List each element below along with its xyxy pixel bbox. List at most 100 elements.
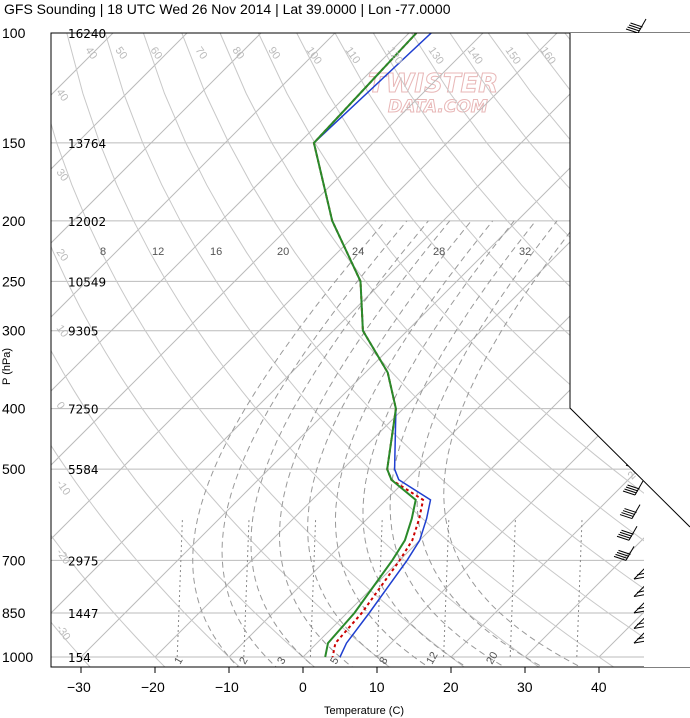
isotherm-line	[228, 195, 690, 658]
pressure-label: 300	[2, 323, 26, 339]
dry-adiabat-label: 100	[304, 45, 324, 67]
mixing-ratio-label: 20	[484, 650, 501, 667]
wind-barb	[613, 546, 635, 561]
dry-adiabat-line	[51, 534, 166, 667]
isotherm-line	[524, 491, 690, 658]
pressure-label: 500	[2, 461, 26, 477]
plot-frame	[50, 32, 690, 668]
mixing-ratio-label: 32	[519, 246, 531, 258]
dry-adiabat-line	[334, 33, 690, 437]
wind-barb-flag	[624, 488, 637, 494]
dry-adiabat-line	[51, 245, 391, 667]
mixing-ratio-line	[309, 518, 317, 658]
dry-adiabat-label: 90	[266, 45, 283, 62]
mixing-ratio-line	[176, 518, 183, 658]
mixing-ratio-label: 8	[100, 246, 106, 258]
dry-adiabat-label: 160	[538, 45, 558, 67]
isotherm-line	[450, 417, 690, 658]
height-label: 9305	[68, 325, 99, 339]
dry-adiabat-line	[51, 121, 465, 667]
watermark-logo: TWISTER DATA.COM	[368, 69, 499, 118]
moist-adiabat-line	[221, 220, 408, 667]
x-tick-label: 0	[299, 679, 307, 695]
mixing-ratio-label: 3	[275, 655, 288, 666]
dry-adiabat-label: 130	[426, 45, 446, 67]
mixing-ratio-label: 12	[424, 650, 441, 667]
height-label: 154	[68, 651, 91, 665]
moist-adiabat-line	[416, 220, 558, 667]
isotherm-line	[51, 33, 262, 244]
hodograph-mask	[570, 33, 690, 667]
moist-adiabat-line	[278, 220, 451, 667]
dry-adiabat-line	[51, 349, 316, 667]
wind-barb-flag	[630, 22, 643, 28]
mixing-ratio-label: 20	[277, 246, 289, 258]
moist-adiabat-line	[192, 220, 386, 667]
wind-barb	[616, 526, 638, 541]
wind-barb-flag	[619, 531, 633, 537]
wind-barb-flag	[618, 549, 631, 555]
chart-title: GFS Sounding | 18 UTC Wed 26 Nov 2014 | …	[4, 1, 451, 17]
mixing-ratio-line	[243, 518, 250, 658]
moist-adiabat-line	[307, 220, 472, 667]
left-edge-label: 20	[54, 247, 71, 264]
dry-adiabat-line	[104, 33, 615, 667]
isotherm-line	[51, 33, 484, 466]
dry-adiabat-label: 60	[148, 45, 165, 62]
profile-lines	[312, 33, 432, 658]
dry-adiabat-label: 50	[113, 45, 130, 62]
moist-adiabat-line	[389, 220, 537, 667]
wind-barb-flag	[616, 535, 630, 541]
left-edge-label: 30	[54, 167, 71, 184]
pressure-label: 250	[2, 273, 26, 289]
dry-adiabat-line	[51, 621, 91, 667]
wind-barb-flag	[627, 26, 640, 32]
pressure-label: 1000	[2, 649, 33, 665]
pressure-label: 200	[2, 213, 26, 229]
mixing-ratio-line	[443, 518, 450, 658]
mixing-ratio-label: 16	[210, 246, 222, 258]
wind-barb	[625, 18, 647, 34]
x-tick-label: −20	[141, 679, 165, 695]
pressure-label: 700	[2, 552, 26, 568]
mixing-ratio-line	[376, 518, 383, 658]
dewpoint-line	[312, 33, 418, 658]
y-axis-title: P (hPa)	[1, 348, 13, 385]
pressure-label: 850	[2, 605, 26, 621]
moist-adiabat-line	[443, 220, 582, 667]
x-tick-label: 10	[369, 679, 385, 695]
mixing-ratio-line	[576, 518, 583, 658]
dry-adiabat-line	[66, 33, 540, 667]
height-label: 16240	[68, 27, 106, 41]
mixing-ratio-label: 8	[377, 655, 390, 666]
x-tick-label: 20	[443, 679, 459, 695]
isotherm-line	[51, 33, 336, 318]
isotherm-line	[51, 33, 188, 170]
moist-adiabat-line	[334, 220, 494, 667]
wind-barb-flag	[621, 512, 634, 518]
height-label: 7250	[68, 403, 99, 417]
wind-barb-flag	[616, 551, 630, 557]
moist-adiabat-line	[362, 220, 515, 667]
mixing-ratio-label: 24	[352, 246, 364, 258]
grid-lines	[51, 33, 690, 667]
isotherm-line	[51, 33, 410, 392]
watermark-line1: TWISTER	[368, 69, 498, 99]
mixing-ratio-label: 28	[433, 246, 445, 258]
left-edge-label: -10	[54, 478, 73, 498]
x-tick-label: −30	[67, 679, 91, 695]
mixing-ratio-label: 5	[328, 655, 341, 666]
left-edge-label: 40	[54, 87, 71, 104]
watermark-line2: DATA.COM	[388, 97, 488, 117]
left-edge-label: 10	[54, 323, 71, 340]
parcel-line	[313, 33, 432, 658]
dry-adiabat-line	[181, 33, 690, 621]
x-tick-label: 30	[517, 679, 533, 695]
wind-barb-flag	[624, 508, 637, 514]
left-edge-label: -30	[54, 623, 73, 643]
wind-barb-flag	[625, 28, 639, 34]
dry-adiabat-line	[51, 444, 241, 667]
mixing-ratio-label: 1	[172, 655, 185, 666]
height-label: 12002	[68, 215, 106, 229]
dry-adiabat-label: 70	[193, 45, 210, 62]
